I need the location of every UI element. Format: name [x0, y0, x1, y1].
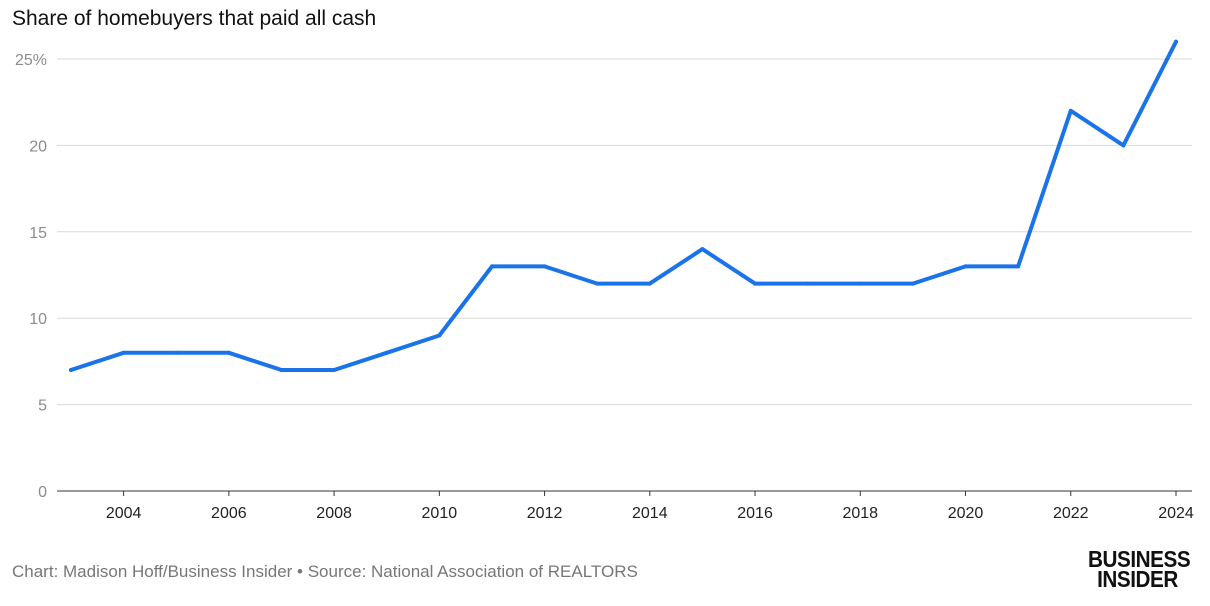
x-tick-label: 2016 [737, 505, 773, 522]
data-point[interactable] [69, 368, 73, 373]
data-point[interactable] [647, 281, 652, 286]
data-point[interactable] [1174, 39, 1178, 44]
data-point[interactable] [858, 281, 863, 286]
data-point[interactable] [437, 333, 442, 338]
data-point[interactable] [279, 368, 284, 373]
series-line [69, 39, 1178, 372]
x-tick-label: 2022 [1053, 505, 1089, 522]
data-point[interactable] [595, 281, 600, 286]
x-tick-label: 2014 [632, 505, 668, 522]
chart-title: Share of homebuyers that paid all cash [12, 7, 377, 30]
business-insider-logo: BUSINESS INSIDER [1088, 546, 1191, 592]
data-point[interactable] [805, 281, 810, 286]
x-tick-label: 2010 [422, 505, 458, 522]
y-axis-ticks: 0 5 10 15 20 25% [15, 52, 47, 501]
y-tick-label: 5 [38, 398, 47, 415]
x-tick-label: 2004 [106, 505, 142, 522]
gridlines [57, 58, 1192, 492]
series-group [69, 39, 1178, 373]
data-point[interactable] [384, 350, 389, 355]
y-tick-label: 0 [38, 484, 47, 501]
y-tick-label: 15 [29, 225, 47, 242]
x-axis-ticks: 2004 2006 2008 2010 2012 2014 2016 2018 2020 2022… [106, 491, 1194, 522]
y-tick-label: 10 [29, 311, 47, 328]
data-point[interactable] [489, 264, 494, 269]
x-tick-label: 2024 [1158, 505, 1194, 522]
x-tick-label: 2006 [211, 505, 247, 522]
source-credit: Chart: Madison Hoff/Business Insider • S… [12, 562, 638, 581]
data-point[interactable] [700, 247, 705, 252]
data-point[interactable] [542, 264, 547, 269]
x-tick-label: 2018 [842, 505, 878, 522]
data-point[interactable] [1121, 143, 1126, 148]
x-tick-label: 2012 [527, 505, 563, 522]
y-tick-label: 25% [15, 52, 47, 69]
y-tick-label: 20 [29, 138, 47, 155]
logo-line-1: BUSINESS [1088, 546, 1191, 572]
data-point[interactable] [910, 281, 915, 286]
data-point[interactable] [1068, 108, 1073, 113]
data-point[interactable] [226, 350, 231, 355]
logo-line-2: INSIDER [1097, 566, 1178, 592]
x-tick-label: 2008 [316, 505, 352, 522]
x-tick-label: 2020 [948, 505, 984, 522]
data-point[interactable] [121, 350, 126, 355]
data-point[interactable] [1016, 264, 1021, 269]
data-point[interactable] [753, 281, 758, 286]
data-point[interactable] [174, 350, 179, 355]
data-point[interactable] [332, 368, 337, 373]
data-point[interactable] [963, 264, 968, 269]
